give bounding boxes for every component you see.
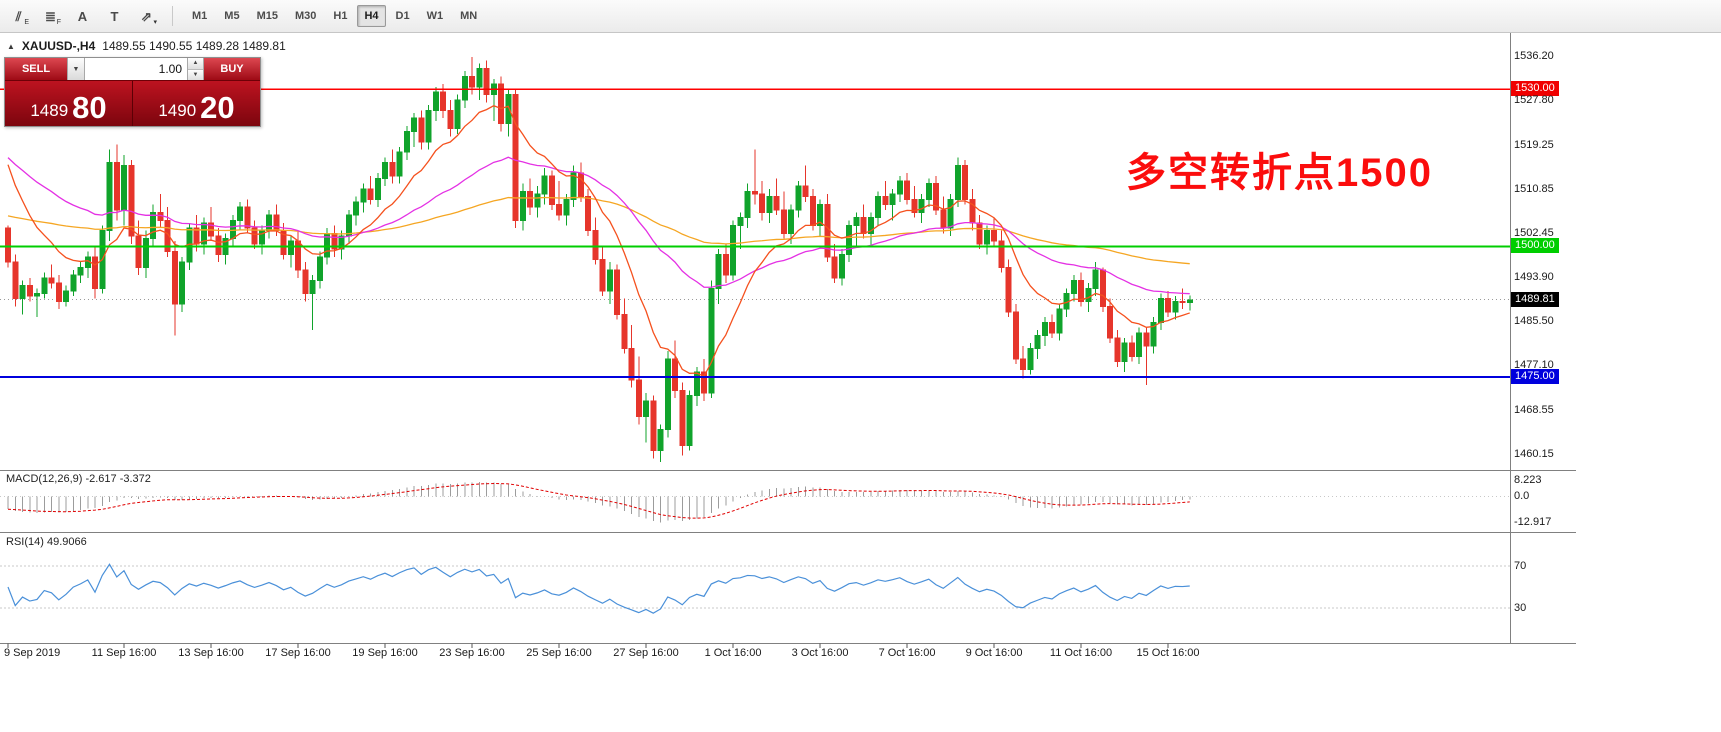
timeframe-button-m15[interactable]: M15	[250, 5, 285, 27]
price-display-row: 1489 80 1490 20	[5, 80, 260, 126]
timeframe-button-m1[interactable]: M1	[185, 5, 214, 27]
sell-price-main: 1489	[30, 101, 69, 121]
volume-input[interactable]	[84, 58, 187, 80]
buy-price-main: 1490	[158, 101, 197, 121]
timeframe-button-h1[interactable]: H1	[326, 5, 354, 27]
equidistant-channel-icon-glyph: ⫽	[15, 8, 22, 24]
text-label-icon-glyph: T	[110, 8, 119, 24]
volume-spinner: ▲ ▼	[187, 58, 203, 80]
text-icon-glyph: A	[77, 8, 88, 24]
macd-indicator-label: MACD(12,26,9) -2.617 -3.372	[6, 473, 151, 485]
timeframe-button-m30[interactable]: M30	[288, 5, 323, 27]
fibonacci-retracement-icon-glyph: ≣	[45, 8, 56, 24]
arrows-icon[interactable]: ⇗ ▾	[133, 4, 160, 28]
timeframe-button-h4[interactable]: H4	[357, 5, 386, 27]
chart-collapse-icon[interactable]: ▲	[7, 41, 15, 51]
buy-price-pips: 20	[200, 89, 235, 125]
order-entry-row: SELL ▼ ▲ ▼ BUY	[5, 58, 260, 80]
timeframe-group: M1 M5 M15 M30 H1 H4 D1 W1 MN	[185, 5, 484, 27]
chart-symbol-line: ▲ XAUUSD-,H4 1489.55 1490.55 1489.28 148…	[7, 39, 286, 53]
price-chart-canvas[interactable]	[0, 33, 1721, 732]
spinner-down-icon[interactable]: ▼	[188, 69, 203, 80]
text-icon[interactable]: A	[69, 4, 96, 28]
buy-price-display[interactable]: 1490 20	[132, 81, 260, 126]
sell-button[interactable]: SELL	[5, 58, 67, 80]
equidistant-channel-icon-sub: E	[24, 19, 29, 26]
toolbar-separator	[172, 6, 173, 26]
equidistant-channel-icon[interactable]: ⫽ E	[5, 4, 32, 28]
main-toolbar: ⫽ E ≣ F A T ⇗ ▾ M1 M5 M15 M30 H1 H4 D1 W1 MN	[0, 0, 1721, 33]
buy-button[interactable]: BUY	[203, 58, 260, 80]
sell-price-pips: 80	[72, 89, 107, 125]
timeframe-button-w1[interactable]: W1	[420, 5, 451, 27]
timeframe-button-d1[interactable]: D1	[389, 5, 417, 27]
text-label-icon[interactable]: T	[101, 4, 128, 28]
timeframe-button-m5[interactable]: M5	[217, 5, 246, 27]
drawing-tools-group: ⫽ E ≣ F A T ⇗ ▾	[5, 4, 160, 28]
arrows-icon-sub: ▾	[153, 19, 157, 26]
one-click-trading-panel: SELL ▼ ▲ ▼ BUY 1489 80 1490 20	[4, 57, 261, 127]
rsi-line	[7, 563, 1190, 614]
macd-signal-line	[7, 483, 1190, 519]
arrows-icon-glyph: ⇗	[141, 8, 152, 24]
volume-dropdown-caret-icon[interactable]: ▼	[67, 58, 84, 80]
candlesticks	[5, 57, 1193, 462]
symbol-period-label: XAUUSD-,H4	[21, 39, 96, 53]
fibonacci-retracement-icon-sub: F	[56, 19, 61, 26]
timeframe-button-mn[interactable]: MN	[453, 5, 484, 27]
chart-annotation-text: 多空转折点1500	[1126, 151, 1433, 195]
rsi-indicator-label: RSI(14) 49.9066	[6, 536, 87, 548]
fibonacci-retracement-icon[interactable]: ≣ F	[37, 4, 64, 28]
sell-price-display[interactable]: 1489 80	[5, 81, 132, 126]
spinner-up-icon[interactable]: ▲	[188, 58, 203, 70]
ohlc-quote-label: 1489.55 1490.55 1489.28 1489.81	[102, 39, 286, 53]
macd-histogram	[7, 481, 1191, 523]
